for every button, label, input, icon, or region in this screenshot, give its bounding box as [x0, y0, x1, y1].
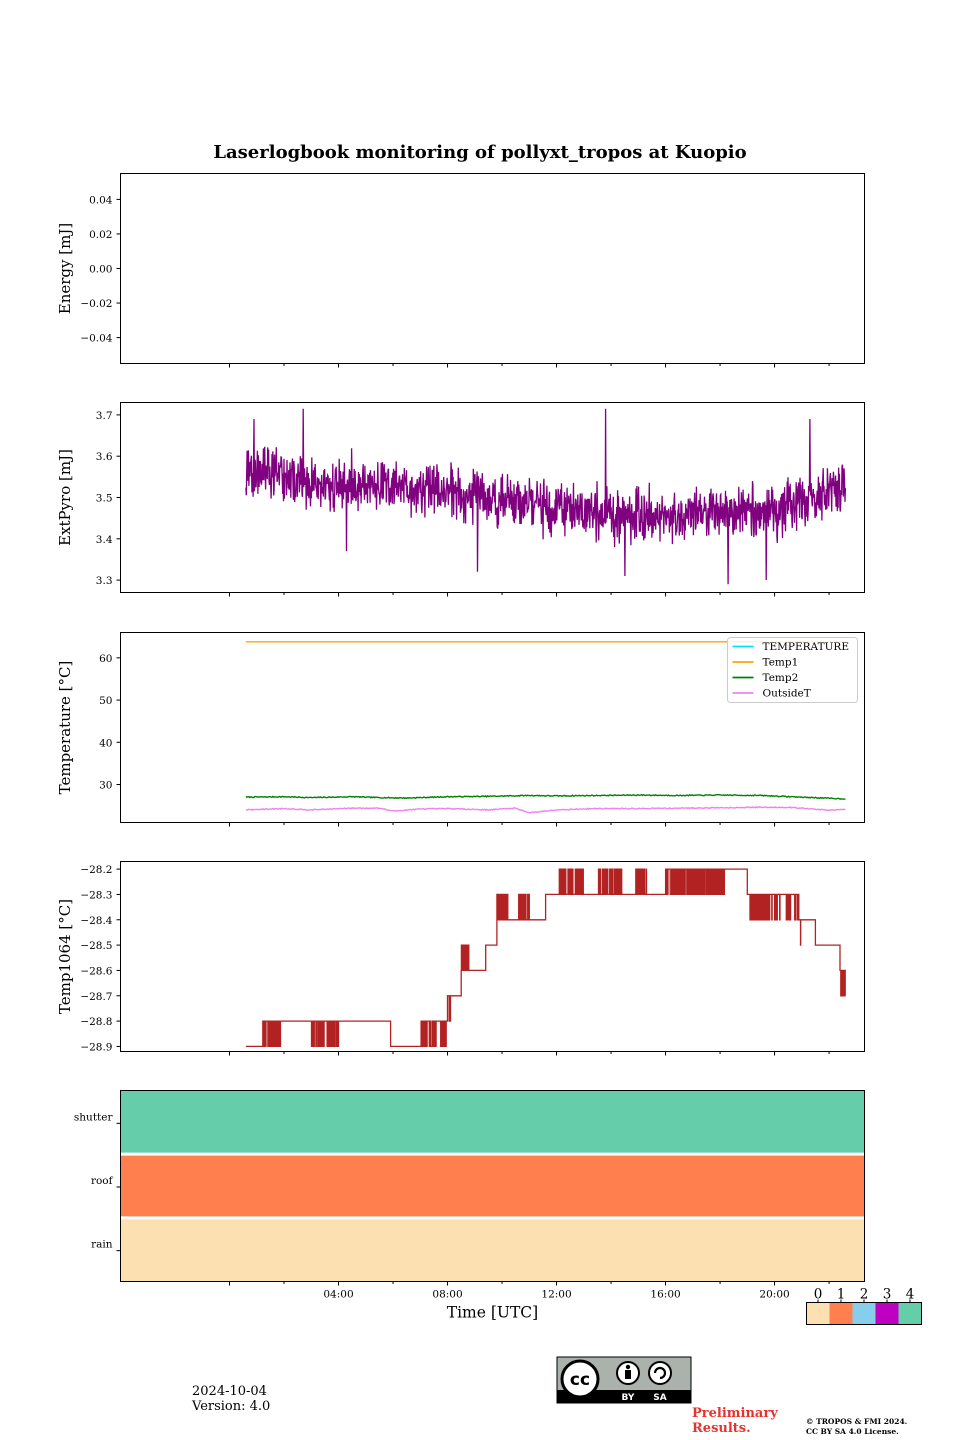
- panel-temp1064: −28.2 −28.3 −28.4 −28.5 −28.6 −28.7 −28.8 −28.9…: [56, 861, 865, 1056]
- status-row-shutter: [120, 1090, 865, 1155]
- colorbar-tick-label: 1: [837, 1287, 846, 1303]
- colorbar-swatch: [806, 1302, 830, 1325]
- colorbar-tick-label: 2: [860, 1287, 869, 1303]
- axes-frame: [120, 402, 865, 593]
- status-row-label: shutter: [74, 1111, 114, 1123]
- status-row-rain: [120, 1217, 865, 1282]
- x-axis-label: Time [UTC]: [447, 1304, 538, 1322]
- colorbar-swatch: [829, 1302, 853, 1325]
- copyright-line-2: CC BY SA 4.0 License.: [806, 1427, 899, 1436]
- colorbar-swatch: [852, 1302, 876, 1325]
- y-tick-label: −28.4: [80, 915, 112, 927]
- y-tick-label: −0.02: [80, 298, 112, 310]
- preliminary-line-2: Results.: [692, 1421, 751, 1436]
- legend-entry: Temp1: [763, 657, 799, 669]
- y-axis-label: Energy [mJ]: [56, 223, 74, 314]
- legend-entry: OutsideT: [763, 688, 811, 700]
- y-axis-label: Temperature [°C]: [56, 661, 74, 795]
- y-tick-label: 60: [99, 653, 112, 665]
- y-tick-label: 3.6: [96, 451, 113, 463]
- panel-energy: 0.04 0.02 0.00 −0.02 −0.04 Energy [mJ]: [56, 173, 865, 368]
- status-row-label: roof: [91, 1175, 114, 1187]
- colorbar-swatch: [898, 1302, 922, 1325]
- y-tick-label: −0.04: [80, 333, 112, 345]
- copyright-line-1: © TROPOS & FMI 2024.: [806, 1417, 908, 1426]
- footer-date-version: 2024-10-04 Version: 4.0: [192, 1384, 270, 1414]
- cc-sa-label: SA: [653, 1393, 666, 1403]
- legend-frame: [727, 637, 858, 703]
- y-axis-label: ExtPyro [mJ]: [56, 449, 74, 546]
- y-tick-label: 3.3: [96, 575, 113, 587]
- x-tick-label: 16:00: [650, 1289, 680, 1301]
- axes-frame: [120, 632, 865, 823]
- y-tick-label: 40: [99, 737, 112, 749]
- y-tick-label: −28.7: [80, 991, 112, 1003]
- y-tick-label: 3.5: [96, 493, 113, 505]
- y-tick-label: −28.3: [80, 889, 112, 901]
- y-tick-label: −28.8: [80, 1016, 112, 1028]
- status-row-roof: [120, 1154, 865, 1218]
- panel-temperature: 30 40 50 60 Temperature [°C] TEMPERATURE Temp1…: [56, 632, 865, 827]
- y-tick-label: −28.9: [80, 1041, 112, 1053]
- cc-by-sa-icon: cc BY SA: [556, 1356, 692, 1404]
- series-line-outsidet: [245, 806, 846, 814]
- axes-frame: [120, 1090, 865, 1282]
- y-tick-label: 0.04: [89, 194, 113, 206]
- colorbar-tick-label: 4: [906, 1287, 915, 1303]
- y-tick-label: −28.2: [80, 864, 112, 876]
- colorbar-tick-label: 3: [883, 1287, 892, 1303]
- y-tick-label: 50: [99, 695, 112, 707]
- chart-title: Laserlogbook monitoring of pollyxt_tropo…: [213, 142, 746, 163]
- y-tick-label: 0.02: [89, 229, 112, 241]
- y-tick-label: 3.7: [96, 410, 113, 422]
- preliminary-line-1: Preliminary: [692, 1406, 778, 1421]
- version-label: Version: 4.0: [192, 1399, 271, 1414]
- processing-date: 2024-10-04: [192, 1384, 267, 1399]
- y-tick-label: 0.00: [89, 264, 112, 276]
- series-line-temp1064: [245, 868, 846, 1048]
- colorbar-swatch: [875, 1302, 899, 1325]
- x-tick-label: 04:00: [323, 1289, 353, 1301]
- axes-frame: [120, 173, 865, 364]
- panel-status: shutter roof rain 04:00 08:00 12:00 16:00 20:00…: [74, 1090, 865, 1322]
- legend-entry: TEMPERATURE: [763, 641, 850, 653]
- y-tick-label: 3.4: [96, 534, 113, 546]
- colorbar-tick-label: 0: [814, 1287, 823, 1303]
- y-tick-label: −28.6: [80, 965, 112, 977]
- legend-entry: Temp2: [763, 672, 799, 684]
- y-axis-label: Temp1064 [°C]: [56, 899, 74, 1014]
- x-tick-label: 12:00: [541, 1289, 571, 1301]
- preliminary-notice: Preliminary Results.: [692, 1406, 778, 1436]
- svg-text:cc: cc: [570, 1370, 590, 1390]
- x-tick-label: 08:00: [432, 1289, 462, 1301]
- cc-by-label: BY: [622, 1393, 635, 1403]
- chart-legend: TEMPERATURE Temp1 Temp2 OutsideT: [727, 637, 858, 703]
- y-tick-label: −28.5: [80, 940, 112, 952]
- status-row-label: rain: [91, 1239, 113, 1251]
- y-tick-label: 30: [99, 780, 112, 792]
- x-tick-label: 20:00: [759, 1289, 789, 1301]
- axes-frame: [120, 861, 865, 1052]
- series-line-extpyro: [245, 408, 847, 585]
- copyright-notice: © TROPOS & FMI 2024. CC BY SA 4.0 Licens…: [806, 1417, 907, 1437]
- panel-extpyro: 3.3 3.4 3.5 3.6 3.7 ExtPyro [mJ]: [56, 402, 865, 597]
- series-line-temp2: [245, 793, 846, 800]
